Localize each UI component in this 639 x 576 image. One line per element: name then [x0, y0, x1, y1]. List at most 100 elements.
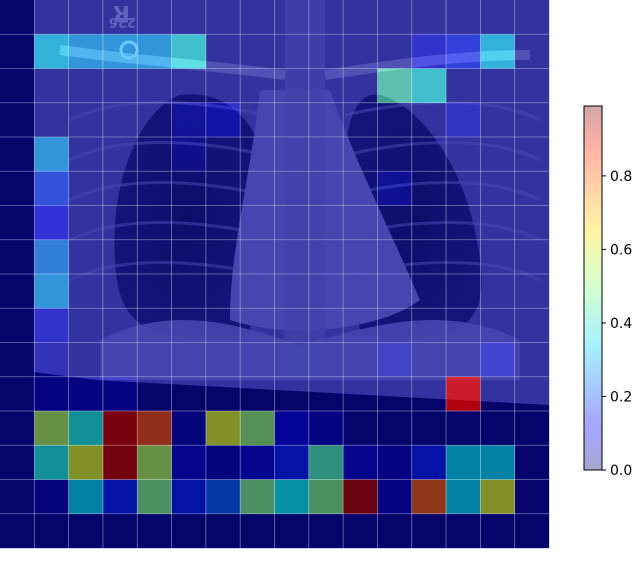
colorbar-tick-label: 0.8 — [610, 169, 632, 185]
heatmap-cell — [240, 68, 275, 104]
heatmap-cell — [274, 137, 310, 172]
heatmap-cell — [205, 513, 241, 549]
heatmap-cell — [171, 0, 207, 35]
heatmap-cell — [308, 479, 344, 515]
heatmap-cell — [205, 479, 241, 515]
heatmap-cell — [205, 411, 241, 446]
heatmap-cell — [137, 274, 172, 309]
heatmap-cell — [68, 342, 104, 378]
heatmap-cell — [171, 102, 207, 138]
heatmap-cell — [171, 308, 207, 343]
heatmap-cell — [137, 411, 172, 446]
heatmap-cell — [34, 274, 69, 309]
heatmap-cell — [68, 171, 104, 206]
heatmap-cell — [343, 68, 378, 104]
heatmap-cell — [343, 205, 378, 241]
colorbar-ticks: 0.0 0.2 0.4 0.6 0.8 — [602, 169, 632, 479]
heatmap-cell — [446, 479, 481, 515]
heatmap-cell — [343, 137, 378, 172]
heatmap-cell — [240, 137, 275, 172]
heatmap-cell — [377, 68, 413, 104]
heatmap-cell — [0, 239, 35, 275]
heatmap-cell — [68, 0, 104, 35]
heatmap-cell — [137, 34, 172, 69]
heatmap-cell — [343, 102, 378, 138]
heatmap-cell — [514, 0, 550, 35]
heatmap-cell — [446, 205, 481, 241]
plot-area: R 226 — [0, 0, 550, 549]
heatmap-cell — [308, 34, 344, 69]
heatmap-cell — [205, 68, 241, 104]
heatmap-cell — [171, 513, 207, 549]
heatmap-cell — [205, 205, 241, 241]
heatmap-cell — [480, 445, 515, 480]
heatmap-cell — [343, 34, 378, 69]
heatmap-cell — [0, 68, 35, 104]
heatmap-cell — [102, 479, 138, 515]
heatmap-cell — [308, 171, 344, 206]
heatmap-cell — [205, 308, 241, 343]
heatmap-cell — [68, 513, 104, 549]
colorbar: 0.0 0.2 0.4 0.6 0.8 — [583, 105, 632, 479]
heatmap-cell — [274, 445, 310, 480]
heatmap-cell — [446, 0, 481, 35]
heatmap-cell — [34, 308, 69, 343]
heatmap-cell — [308, 68, 344, 104]
heatmap-cell — [308, 376, 344, 412]
heatmap-cell — [377, 137, 413, 172]
heatmap-cell — [274, 34, 310, 69]
heatmap-cell — [274, 376, 310, 412]
heatmap-cell — [377, 0, 413, 35]
heatmap-cell — [343, 479, 378, 515]
heatmap-cell — [171, 445, 207, 480]
heatmap-cell — [274, 0, 310, 35]
heatmap-cell — [411, 274, 447, 309]
heatmap-cell — [102, 171, 138, 206]
heatmap-cell — [102, 342, 138, 378]
heatmap-cell — [0, 137, 35, 172]
heatmap-cell — [274, 68, 310, 104]
heatmap-cell — [411, 239, 447, 275]
heatmap-cell — [274, 239, 310, 275]
heatmap-cell — [446, 411, 481, 446]
heatmap-cell — [205, 34, 241, 69]
heatmap-cell — [308, 342, 344, 378]
heatmap-cell — [34, 411, 69, 446]
heatmap-cell — [137, 239, 172, 275]
heatmap-cell — [34, 34, 69, 69]
heatmap-cell — [0, 171, 35, 206]
heatmap-cell — [68, 205, 104, 241]
heatmap-cell — [102, 68, 138, 104]
heatmap-cell — [68, 239, 104, 275]
heatmap-cell — [411, 445, 447, 480]
heatmap-cell — [411, 342, 447, 378]
heatmap-cell — [171, 34, 207, 69]
heatmap-cell — [240, 411, 275, 446]
heatmap-cell — [514, 239, 550, 275]
heatmap-cell — [171, 274, 207, 309]
heatmap-cell — [514, 376, 550, 412]
heatmap-cell — [274, 102, 310, 138]
heatmap-cell — [0, 102, 35, 138]
colorbar-gradient — [584, 106, 602, 470]
heatmap-cell — [446, 376, 481, 412]
heatmap-cell — [377, 342, 413, 378]
heatmap-cell — [102, 445, 138, 480]
heatmap-cell — [34, 171, 69, 206]
heatmap-cell — [514, 479, 550, 515]
heatmap-cell — [480, 513, 515, 549]
heatmap-cell — [480, 308, 515, 343]
heatmap-cell — [137, 171, 172, 206]
heatmap-cell — [480, 342, 515, 378]
heatmap-cell — [240, 376, 275, 412]
heatmap-cell — [0, 445, 35, 480]
heatmap-cell — [171, 411, 207, 446]
heatmap-cell — [308, 308, 344, 343]
heatmap-cell — [411, 479, 447, 515]
heatmap-cell — [205, 342, 241, 378]
heatmap-cell — [377, 376, 413, 412]
heatmap-cell — [308, 411, 344, 446]
heatmap-cell — [137, 102, 172, 138]
heatmap-cell — [446, 513, 481, 549]
